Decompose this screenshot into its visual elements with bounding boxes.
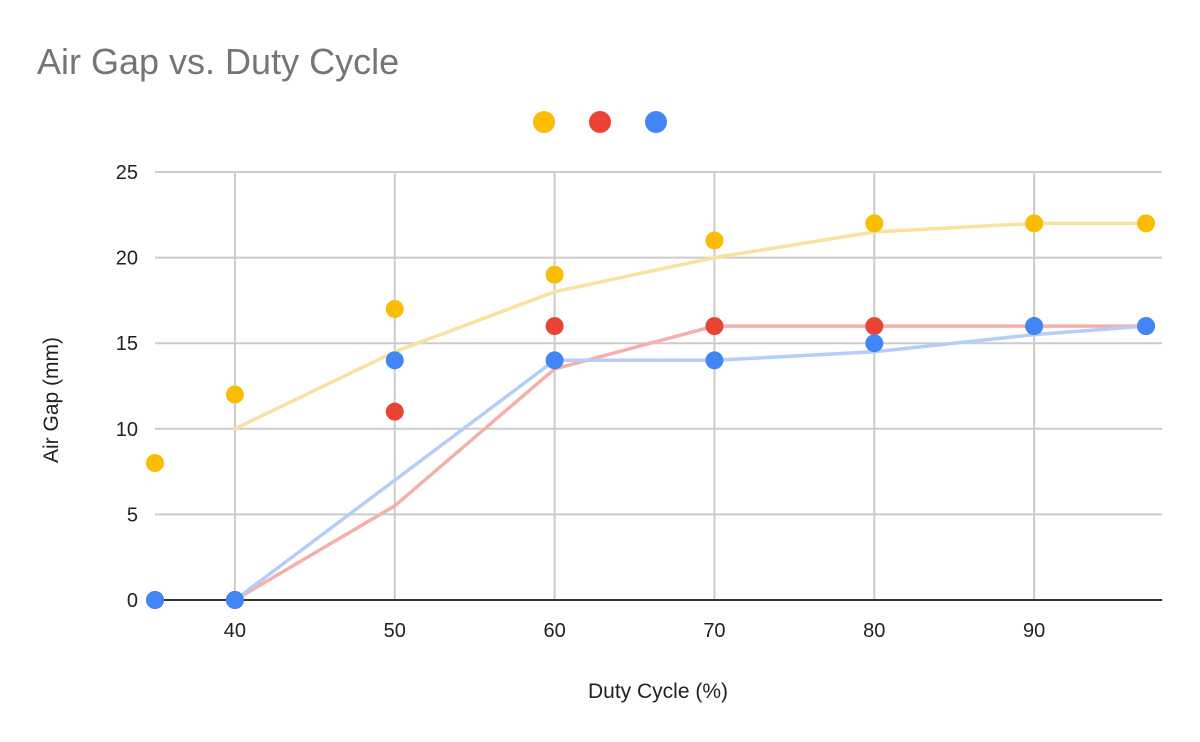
series-3-point — [1025, 317, 1044, 336]
series-3-point — [1137, 317, 1156, 336]
series-1-point — [385, 299, 404, 318]
series-3-point — [225, 591, 244, 609]
series-3-point — [146, 591, 164, 609]
legend-marker-series-1 — [533, 111, 555, 133]
x-gridlines — [155, 172, 1162, 601]
y-tick-label: 10 — [116, 419, 138, 441]
series-2-point — [385, 402, 404, 421]
x-tick-label: 90 — [1023, 620, 1045, 642]
series-3-point — [865, 334, 884, 353]
series-2-trendline — [233, 324, 1148, 602]
series-2-point — [865, 317, 884, 336]
x-tick-label: 80 — [863, 620, 885, 642]
trendlines — [233, 221, 1148, 602]
x-tick-label: 60 — [543, 620, 565, 642]
series-1-point — [545, 265, 564, 284]
series-1-point — [705, 231, 724, 250]
series-2-point — [545, 317, 564, 336]
x-tick-label: 50 — [384, 620, 406, 642]
y-tick-label: 0 — [127, 590, 138, 612]
y-tick-label: 15 — [116, 333, 138, 355]
series-1-point — [865, 214, 884, 233]
x-axis-label: Duty Cycle (%) — [588, 680, 728, 703]
y-gridlines — [155, 171, 1162, 601]
legend — [533, 111, 667, 133]
series-3-point — [385, 351, 404, 370]
y-tick-label: 25 — [116, 162, 138, 184]
y-tick-label: 20 — [116, 248, 138, 270]
x-tick-label: 70 — [703, 620, 725, 642]
series-3-point — [545, 351, 564, 370]
y-axis-ticks: 0 5 10 15 20 25 — [116, 162, 138, 612]
y-tick-label: 5 — [127, 504, 138, 526]
legend-marker-series-3 — [645, 111, 667, 133]
series-1-point — [1025, 214, 1044, 233]
chart-title: Air Gap vs. Duty Cycle — [37, 41, 399, 82]
x-tick-label: 40 — [224, 620, 246, 642]
series-1-point — [225, 385, 244, 404]
legend-marker-series-2 — [589, 111, 611, 133]
y-axis-label: Air Gap (mm) — [40, 337, 63, 463]
series-3-trendline — [233, 324, 1148, 602]
series-1-point — [146, 454, 164, 473]
series-2-point — [705, 317, 724, 336]
series-3-point — [705, 351, 724, 370]
x-axis-ticks: 40 50 60 70 80 90 — [224, 620, 1045, 642]
data-points — [146, 214, 1156, 609]
series-1-point — [1137, 214, 1156, 233]
